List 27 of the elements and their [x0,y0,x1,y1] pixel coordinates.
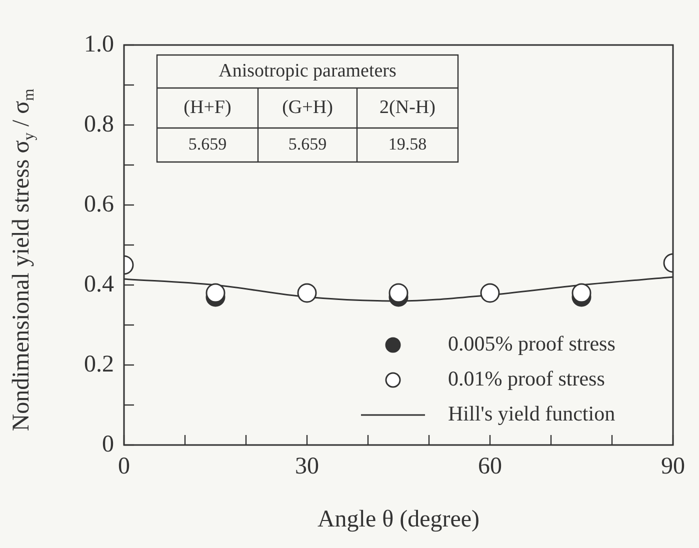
annotation: Anisotropic parameters [218,60,396,82]
x-tick-label: 30 [295,454,319,480]
y-tick-label: 0 [102,431,114,458]
y-tick-label: 0.6 [84,191,114,218]
y-tick-label: 0.8 [84,111,114,138]
annotation: 19.58 [388,134,427,154]
legend-label: 0.005% proof stress [448,332,616,356]
annotation: (H+F) [184,96,232,118]
y-tick-label: 0.4 [84,271,114,298]
y-tick-label: 0.2 [84,351,114,378]
y-tick-label: 1.0 [84,31,114,58]
x-tick-label: 90 [661,454,685,480]
legend-label: 0.01% proof stress [448,366,605,391]
x-tick-label: 0 [118,454,130,480]
annotation: 5.659 [188,134,227,154]
point [388,283,408,303]
annotation: 5.659 [288,134,327,154]
y-axis-title: Nondimensional yield stress σy / σm [8,88,38,432]
x-tick-label: 60 [478,454,502,480]
point [480,283,500,303]
annotation: (G+H) [282,96,333,118]
legend-label: Hill's yield function [448,402,616,426]
x-axis-title: Angle θ (degree) [317,506,480,532]
point [572,283,592,303]
annotation: 2(N-H) [380,96,436,118]
point [297,283,317,303]
point [206,283,226,303]
